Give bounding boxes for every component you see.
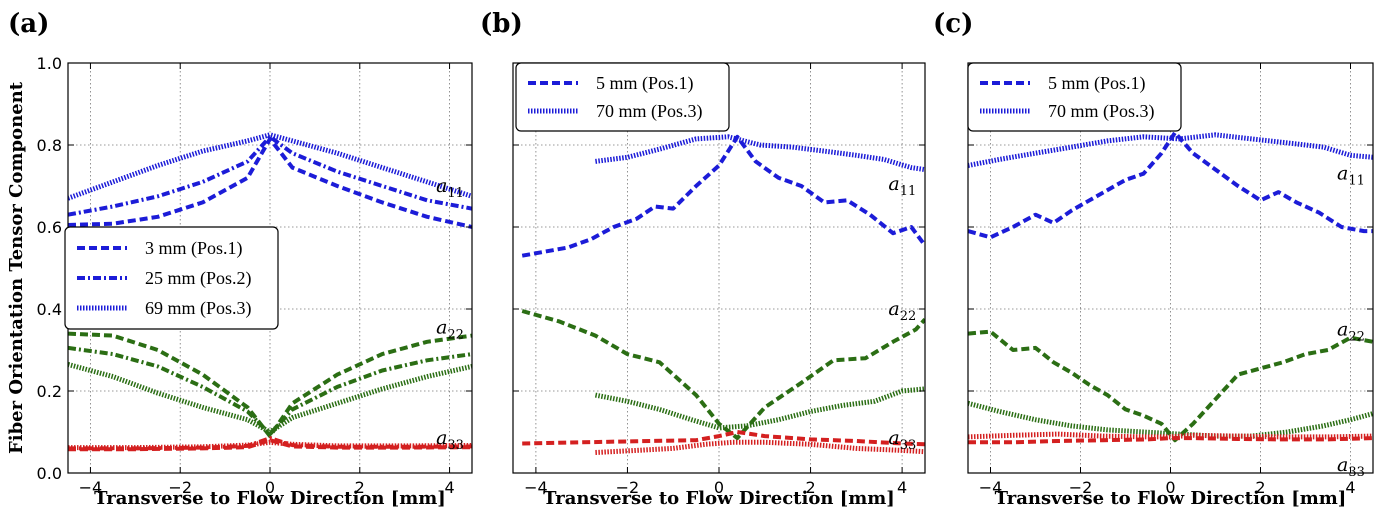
x-tick-label: −4 (979, 478, 1003, 497)
series-line-a11-dashed (968, 130, 1373, 240)
series-line-a22-dashed (68, 331, 472, 439)
series-line-a22-dashed (521, 309, 925, 441)
legend-label: 70 mm (Pos.3) (1048, 101, 1155, 122)
annotation-label: a22 (888, 298, 916, 324)
series-line-a22-dotted (594, 386, 925, 431)
panel-label: (b) (480, 9, 523, 39)
series-line-a33-dotted (595, 439, 925, 455)
annotation-label: a11 (1337, 163, 1365, 189)
chart-panel-a: (a) −4 −2 0 2 4 0.0 0.2 0.4 0.6 0.8 1.0 Transverse t… (6, 9, 473, 509)
x-axis-label: Transverse to Flow Direction [mm] (94, 488, 446, 509)
legend-box (64, 226, 279, 330)
x-axis-label: Transverse to Flow Direction [mm] (543, 488, 895, 509)
x-tick-label: 2 (805, 478, 815, 497)
legend: 3 mm (Pos.1) 25 mm (Pos.2) 69 mm (Pos.3) (64, 226, 279, 330)
series-line-a11-dashdot (68, 134, 472, 217)
legend-label: 69 mm (Pos.3) (145, 298, 252, 319)
annotation-label: a11 (888, 173, 916, 199)
legend-box (515, 62, 730, 132)
x-tick-label: −4 (524, 478, 548, 497)
panel-label: (c) (933, 9, 973, 39)
y-axis-label: Fiber Orientation Tensor Component (6, 81, 27, 454)
series-group (968, 130, 1373, 445)
y-tick-label: 0.6 (37, 218, 62, 237)
annotation-label: a11 (436, 175, 464, 201)
series-line-a33-dotted (968, 431, 1373, 440)
legend: 5 mm (Pos.1) 70 mm (Pos.3) (967, 62, 1182, 132)
legend-label: 25 mm (Pos.2) (145, 268, 252, 289)
x-tick-label: 4 (1345, 478, 1355, 497)
series-line-a22-dashed (968, 329, 1373, 443)
series-group (521, 134, 925, 455)
series-line-a11-dashed (521, 134, 925, 258)
series-group (68, 132, 472, 452)
x-tick-label: −2 (1069, 478, 1093, 497)
legend-box (967, 62, 1182, 132)
x-tick-label: 2 (355, 478, 365, 497)
y-tick-label: 1.0 (37, 54, 62, 73)
annotation-label: a33 (436, 427, 464, 453)
series-line-a33-dotted (68, 439, 472, 451)
x-tick-label: −4 (79, 478, 103, 497)
x-tick-label: −2 (168, 478, 192, 497)
y-tick-label: 0.0 (37, 464, 62, 483)
series-line-a11-dotted (968, 132, 1373, 168)
series-line-a22-dotted (68, 361, 472, 435)
legend-label: 5 mm (Pos.1) (596, 73, 694, 94)
series-line-a22-dotted (968, 400, 1373, 439)
x-tick-label: 0 (265, 478, 275, 497)
x-axis-label: Transverse to Flow Direction [mm] (995, 488, 1347, 509)
y-tick-label: 0.4 (37, 300, 62, 319)
legend-label: 5 mm (Pos.1) (1048, 73, 1146, 94)
legend-label: 3 mm (Pos.1) (145, 238, 243, 259)
annotation-label: a33 (1337, 454, 1365, 480)
series-line-a33-dashed (522, 430, 925, 447)
legend-label: 70 mm (Pos.3) (596, 101, 703, 122)
legend: 5 mm (Pos.1) 70 mm (Pos.3) (515, 62, 730, 132)
x-tick-label: 0 (1165, 478, 1175, 497)
y-tick-label: 0.8 (37, 136, 62, 155)
series-line-a33-dashdot (68, 436, 472, 451)
x-tick-label: 4 (897, 478, 907, 497)
series-line-a11-dotted (595, 134, 925, 173)
x-tick-label: 2 (1255, 478, 1265, 497)
annotation-label: a33 (888, 427, 916, 453)
annotation-label: a22 (436, 316, 464, 342)
y-tick-label: 0.2 (37, 382, 62, 401)
x-tick-label: −2 (616, 478, 640, 497)
panel-label: (a) (8, 9, 49, 39)
annotation-label: a22 (1337, 319, 1365, 345)
x-tick-label: 4 (444, 478, 454, 497)
x-tick-label: 0 (714, 478, 724, 497)
